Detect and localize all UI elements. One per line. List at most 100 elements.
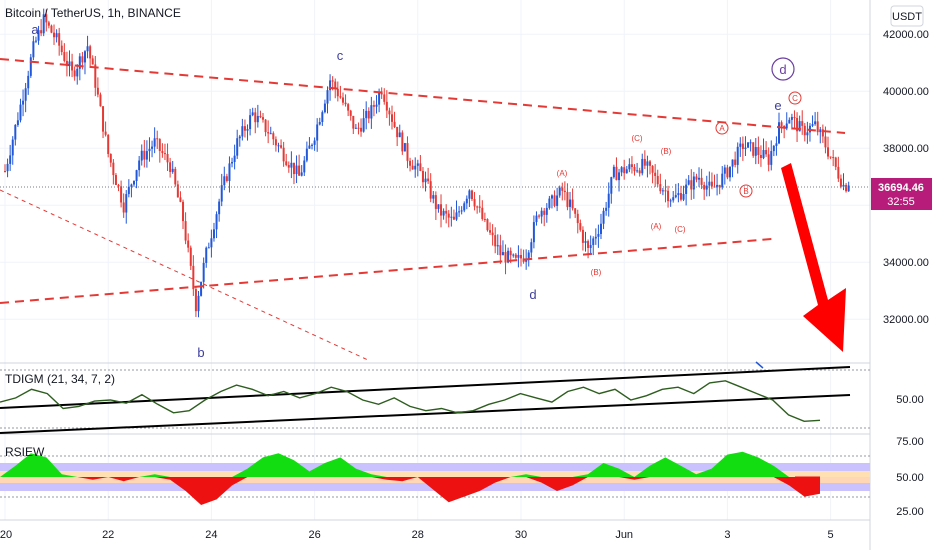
candle-body [512, 254, 515, 256]
candle-body [772, 145, 775, 152]
candle-body [329, 80, 332, 91]
currency-button[interactable]: USDT [890, 5, 924, 27]
currency-button-frame[interactable] [890, 5, 924, 27]
candle-body [796, 117, 799, 132]
candle-body [267, 132, 270, 134]
candle-body [303, 160, 306, 173]
candle-body [210, 238, 213, 248]
candle-body [205, 247, 208, 263]
subwave-C3: C [792, 94, 798, 103]
candle-body [659, 184, 662, 192]
tdi-marker [755, 361, 764, 369]
last-price-badge: 36694.46 32:55 [871, 178, 932, 210]
candle-body [695, 176, 698, 180]
candle-body [656, 175, 659, 185]
candle-body [42, 14, 45, 34]
time-tick-label: 24 [205, 529, 217, 541]
candle-body [9, 155, 12, 164]
candle-body [636, 170, 639, 172]
candle-body [83, 51, 86, 63]
candle-body [587, 241, 590, 248]
candle-body [298, 165, 301, 176]
candle-body [517, 254, 520, 258]
candle-body [179, 197, 182, 202]
wave-label-e: e [774, 98, 781, 113]
candle-body [525, 259, 528, 262]
candle-body [285, 161, 288, 166]
candle-body [687, 180, 690, 185]
candle-body [370, 105, 373, 119]
candle-body [765, 149, 768, 155]
candle-body [703, 184, 706, 190]
candle-body [272, 133, 275, 140]
candle-body [287, 165, 290, 168]
time-tick-label: 3 [724, 529, 730, 541]
candle-body [280, 145, 283, 148]
candle-body [576, 213, 579, 224]
candle-body [548, 198, 551, 208]
candle-body [274, 139, 277, 146]
candle-body [579, 223, 582, 230]
candle-body [757, 147, 760, 156]
candle-body [378, 92, 381, 105]
candle-body [775, 143, 778, 146]
candle-body [440, 204, 443, 216]
candle-body [130, 184, 133, 187]
currency-button-label[interactable]: USDT [892, 11, 922, 23]
candle-body [509, 250, 512, 256]
candle-body [40, 30, 43, 34]
candle-body [545, 207, 548, 215]
candle-body [674, 195, 677, 198]
candle-body [344, 102, 347, 105]
candle-body [37, 30, 40, 41]
time-axis: 20 22 24 26 28 30 Jun 3 5 [0, 529, 834, 541]
candle-body [749, 142, 752, 144]
candle-body [594, 236, 597, 239]
subwave-A2: (A) [651, 222, 662, 231]
candle-body [148, 148, 151, 152]
candle-body [365, 110, 368, 119]
candle-body [685, 184, 688, 194]
candle-body [11, 139, 14, 156]
candle-body [824, 136, 827, 148]
candle-body [759, 155, 762, 159]
candle-body [801, 121, 804, 126]
candle-body [372, 105, 375, 107]
candle-body [305, 148, 308, 161]
candle-body [842, 184, 845, 187]
candle-body [819, 129, 822, 133]
candle-body [58, 33, 61, 46]
candle-body [736, 146, 739, 165]
candle-body [421, 170, 424, 183]
candle-body [747, 142, 750, 148]
candle-body [6, 163, 9, 172]
candle-body [96, 87, 99, 95]
candle-body [538, 215, 541, 217]
candle-body [187, 240, 190, 248]
rsiew-title: RSIEW [5, 445, 45, 459]
candle-body [677, 193, 680, 196]
tdi-channel-upper [0, 366, 851, 409]
subwave-B1: (B) [591, 268, 602, 277]
candle-body [246, 129, 249, 131]
candle-body [628, 164, 631, 170]
candle-body [664, 190, 667, 192]
candle-body [569, 199, 572, 207]
candle-body [458, 211, 461, 213]
thin-trendline [0, 189, 369, 361]
candle-body [705, 185, 708, 190]
candle-body [63, 52, 66, 61]
candle-body [194, 289, 197, 312]
candle-body [682, 193, 685, 200]
candle-body [53, 32, 56, 38]
candle-body [192, 265, 195, 290]
price-tick-label: 38000.00 [883, 143, 929, 155]
candle-body [607, 193, 610, 208]
candle-body [156, 138, 159, 140]
chart-title: Bitcoin / TetherUS, 1h, BINANCE [5, 6, 181, 20]
candle-body [643, 158, 646, 166]
candle-body [597, 233, 600, 237]
tdi-channel-lower [0, 394, 851, 434]
subwave-B2: (B) [661, 147, 672, 156]
candle-body [264, 119, 267, 133]
